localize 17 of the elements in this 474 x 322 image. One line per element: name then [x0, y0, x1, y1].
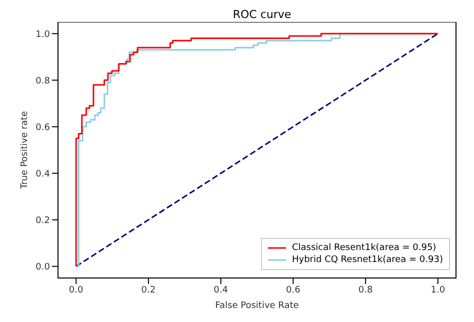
x-axis-title: False Positive Rate	[215, 301, 300, 311]
x-tick-label: 0.4	[214, 285, 228, 296]
y-tick-label: 0.2	[36, 216, 50, 226]
x-tick-label: 0.8	[358, 285, 373, 296]
y-axis-title: True Positive rate	[20, 110, 30, 190]
y-tick-label: 0.6	[36, 122, 50, 133]
x-tick-label: 0.6	[286, 285, 301, 296]
x-tick-label: 0.2	[141, 285, 156, 296]
y-tick-label: 1.0	[36, 30, 50, 40]
legend-label: Hybrid CQ Resnet1k(area = 0.93)	[292, 254, 443, 266]
chart-title: ROC curve	[232, 8, 292, 22]
y-tick-label: 0.4	[36, 169, 50, 180]
x-tick-label: 1.0	[430, 285, 446, 296]
legend-label: Classical Resent1k(area = 0.95)	[292, 242, 436, 254]
y-tick-label: 0.8	[36, 76, 50, 86]
x-tick-label: 0.0	[68, 285, 84, 296]
y-tick-label: 0.0	[36, 262, 50, 273]
